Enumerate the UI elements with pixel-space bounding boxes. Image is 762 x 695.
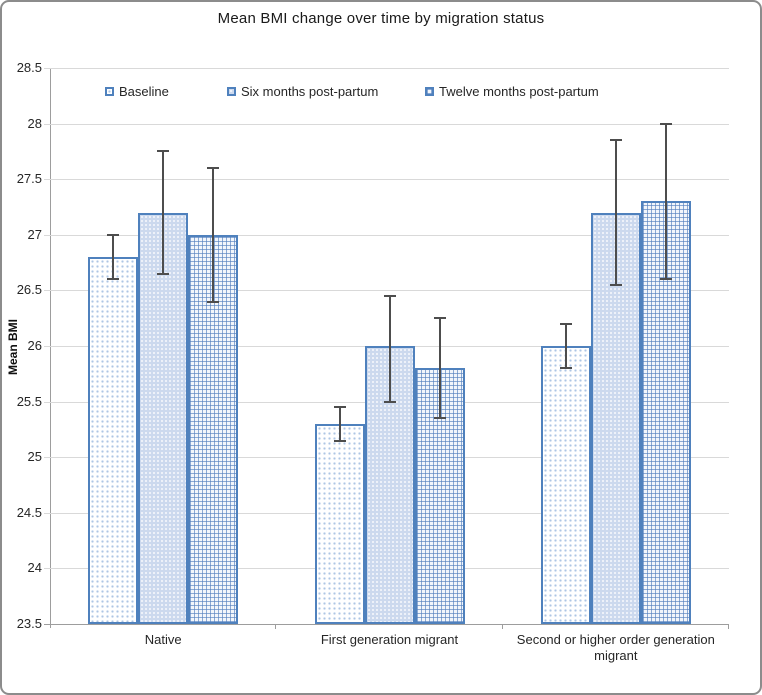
y-tick-label: 25 bbox=[27, 449, 42, 465]
error-bar-cap-top bbox=[433, 317, 446, 320]
gridline bbox=[44, 179, 729, 181]
y-tick-label: 26.5 bbox=[16, 282, 42, 298]
bar-native-series1 bbox=[138, 212, 189, 624]
gridline bbox=[44, 234, 729, 236]
error-bar-cap-top bbox=[609, 139, 622, 142]
error-bar-cap-top bbox=[207, 167, 220, 170]
error-bar-cap-bottom bbox=[207, 300, 220, 303]
error-bar-cap-bottom bbox=[333, 439, 346, 442]
error-bar-cap-bottom bbox=[659, 278, 672, 281]
bar-native-series0 bbox=[88, 257, 139, 624]
error-bar-cap-bottom bbox=[433, 417, 446, 420]
error-bar-cap-top bbox=[559, 322, 572, 325]
y-tick-label: 27 bbox=[27, 226, 42, 242]
legend-marker-icon bbox=[425, 86, 434, 96]
legend-item: Baseline bbox=[105, 83, 169, 99]
legend-item: Six months post-partum bbox=[227, 83, 379, 99]
y-tick-label: 25.5 bbox=[16, 393, 42, 409]
error-bar-line bbox=[438, 318, 441, 419]
error-bar-cap-bottom bbox=[107, 278, 120, 281]
error-bar-line bbox=[112, 234, 115, 280]
error-bar-line bbox=[664, 123, 667, 280]
x-tick-label: First generation migrant bbox=[320, 632, 459, 647]
legend-marker-icon bbox=[227, 86, 236, 96]
bar-second-series2 bbox=[640, 201, 691, 624]
gridline bbox=[44, 68, 729, 69]
y-axis-line bbox=[50, 68, 51, 628]
y-tick-label: 28.5 bbox=[16, 60, 42, 75]
error-bar-cap-top bbox=[659, 122, 672, 125]
x-tick-label: Second or higher order generation migran… bbox=[516, 632, 715, 663]
error-bar-cap-bottom bbox=[559, 367, 572, 370]
chart-title: Mean BMI change over time by migration s… bbox=[217, 10, 545, 27]
plot-area bbox=[44, 68, 729, 624]
y-tick-label: 27.5 bbox=[16, 171, 42, 187]
legend-label: Baseline bbox=[119, 83, 169, 99]
bar-first-series0 bbox=[314, 423, 365, 624]
error-bar-line bbox=[614, 140, 617, 285]
error-bar-cap-bottom bbox=[157, 272, 170, 275]
y-tick-label: 23.5 bbox=[16, 616, 42, 631]
error-bar-cap-bottom bbox=[383, 400, 396, 403]
error-bar-cap-top bbox=[107, 233, 120, 236]
x-tick-mark bbox=[275, 624, 277, 629]
x-axis-line bbox=[44, 624, 729, 625]
y-tick-label: 26 bbox=[27, 338, 42, 353]
error-bar-line bbox=[564, 323, 567, 369]
error-bar-line bbox=[162, 151, 165, 274]
error-bar-cap-top bbox=[383, 294, 396, 297]
x-tick-mark bbox=[728, 624, 729, 629]
x-tick-label: Native bbox=[144, 632, 182, 647]
y-tick-label: 24.5 bbox=[16, 504, 42, 520]
y-tick-label: 24 bbox=[27, 560, 42, 576]
y-tick-label: 28 bbox=[27, 115, 42, 131]
legend-label: Six months post-partum bbox=[241, 83, 379, 99]
legend-label: Twelve months post-partum bbox=[439, 83, 599, 99]
x-tick-mark bbox=[501, 624, 503, 629]
gridline bbox=[44, 123, 729, 125]
legend-item: Twelve months post-partum bbox=[425, 83, 599, 99]
error-bar-cap-top bbox=[157, 150, 170, 153]
error-bar-line bbox=[388, 295, 391, 402]
legend-marker-icon bbox=[105, 86, 114, 96]
error-bar-line bbox=[212, 168, 215, 302]
bar-second-series0 bbox=[540, 346, 591, 624]
bar-second-series1 bbox=[590, 212, 641, 624]
error-bar-cap-bottom bbox=[609, 283, 622, 286]
error-bar-line bbox=[338, 407, 341, 441]
error-bar-cap-top bbox=[333, 406, 346, 409]
gridline bbox=[44, 290, 729, 292]
